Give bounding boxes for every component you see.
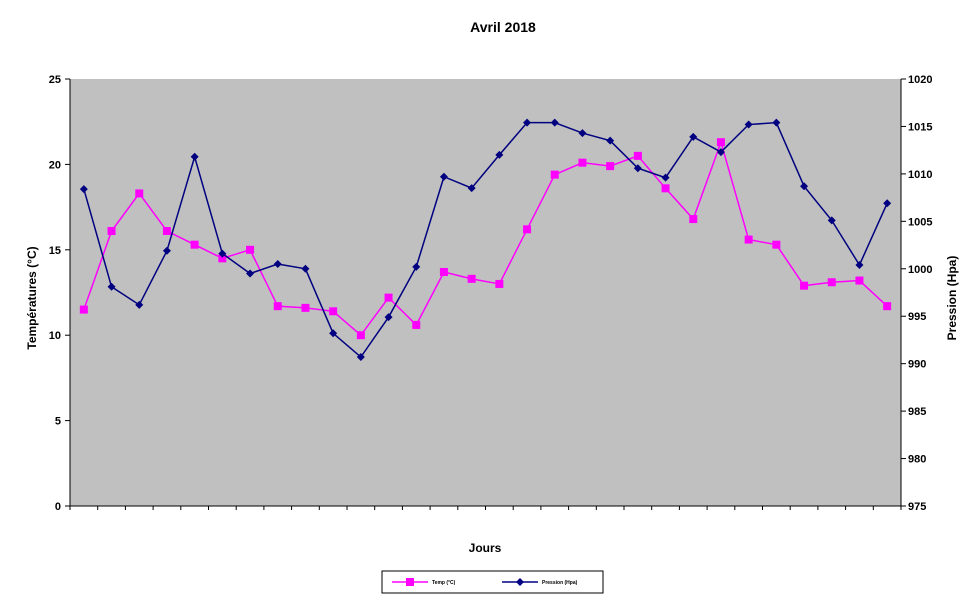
- data-point-pressure: [273, 260, 282, 269]
- data-point-pressure: [412, 262, 421, 271]
- y-axis-right-label: Pression (Hpa): [945, 256, 959, 341]
- series-pressure: [79, 118, 892, 362]
- data-point-temp: [578, 158, 587, 167]
- data-point-temp: [661, 184, 670, 193]
- series-line-temp: [83, 139, 888, 337]
- y-right-tick-label: 1010: [908, 169, 932, 181]
- data-point-temp: [412, 320, 421, 329]
- data-point-pressure: [356, 353, 365, 362]
- data-point-temp: [79, 305, 88, 314]
- y-left-tick-label: 5: [55, 416, 61, 428]
- data-point-temp: [495, 279, 504, 288]
- data-point-pressure: [716, 148, 725, 157]
- legend-label-pressure: Pression (Hpa): [542, 580, 578, 586]
- data-point-pressure: [439, 172, 448, 181]
- data-point-temp: [800, 281, 809, 290]
- data-point-pressure: [218, 249, 227, 258]
- data-point-temp: [606, 162, 615, 171]
- x-axis-label: Jours: [469, 541, 502, 555]
- data-point-temp: [689, 215, 698, 224]
- data-point-pressure: [135, 300, 144, 309]
- legend-marker-pressure: [516, 578, 524, 586]
- data-point-pressure: [246, 269, 255, 278]
- series-temp: [79, 138, 892, 340]
- plot-area: [70, 79, 901, 506]
- legend-box: [381, 570, 604, 594]
- data-point-temp: [162, 227, 171, 236]
- data-point-temp: [356, 331, 365, 340]
- y-right-tick-label: 1000: [908, 264, 932, 276]
- data-point-pressure: [162, 246, 171, 255]
- data-point-temp: [827, 278, 836, 287]
- y-right-tick-label: 975: [908, 501, 926, 513]
- data-point-temp: [190, 240, 199, 249]
- data-point-temp: [523, 225, 532, 234]
- y-right-tick-label: 980: [908, 454, 926, 466]
- data-point-pressure: [661, 173, 670, 182]
- data-point-pressure: [550, 118, 559, 127]
- data-point-pressure: [772, 118, 781, 127]
- data-point-temp: [439, 268, 448, 277]
- y-right-tick-label: 990: [908, 359, 926, 371]
- data-point-pressure: [633, 164, 642, 173]
- legend-label-temp: Temp (°C): [432, 580, 456, 586]
- data-point-temp: [273, 302, 282, 311]
- chart-title: Avril 2018: [470, 19, 536, 35]
- data-point-pressure: [107, 282, 116, 291]
- data-point-pressure: [606, 136, 615, 145]
- data-point-pressure: [495, 150, 504, 159]
- y-left-tick-label: 20: [49, 159, 61, 171]
- data-point-temp: [135, 189, 144, 198]
- y-left-tick-label: 0: [55, 501, 61, 513]
- y-left-tick-label: 25: [49, 74, 61, 86]
- data-point-pressure: [79, 185, 88, 194]
- y-right-tick-label: 995: [908, 311, 926, 323]
- data-point-pressure: [800, 182, 809, 191]
- data-point-pressure: [190, 152, 199, 161]
- series-line-pressure: [83, 121, 888, 359]
- data-point-temp: [772, 240, 781, 249]
- data-point-pressure: [467, 184, 476, 193]
- data-point-pressure: [883, 199, 892, 208]
- data-point-pressure: [689, 132, 698, 141]
- data-point-temp: [633, 151, 642, 160]
- y-axis-left-label: Températures (°C): [25, 246, 39, 349]
- data-point-temp: [550, 170, 559, 179]
- y-right-tick-label: 1005: [908, 216, 932, 228]
- data-point-pressure: [301, 264, 310, 273]
- data-point-temp: [467, 274, 476, 283]
- data-point-pressure: [855, 260, 864, 269]
- data-point-temp: [384, 293, 393, 302]
- data-point-pressure: [329, 329, 338, 338]
- legend-marker-temp: [406, 578, 414, 586]
- data-point-temp: [855, 276, 864, 285]
- data-point-pressure: [578, 129, 587, 138]
- data-point-temp: [301, 303, 310, 312]
- data-point-temp: [329, 307, 338, 316]
- y-right-tick-label: 1020: [908, 74, 932, 86]
- y-left-tick-label: 15: [49, 245, 61, 257]
- y-right-tick-label: 1015: [908, 121, 932, 133]
- data-point-temp: [716, 138, 725, 147]
- y-right-tick-label: 985: [908, 406, 926, 418]
- data-point-pressure: [384, 313, 393, 322]
- y-left-tick-label: 10: [49, 330, 61, 342]
- data-point-temp: [246, 245, 255, 254]
- data-point-temp: [107, 227, 116, 236]
- data-point-temp: [218, 254, 227, 263]
- data-point-pressure: [523, 118, 532, 127]
- data-point-temp: [883, 302, 892, 311]
- data-point-pressure: [827, 216, 836, 225]
- data-point-pressure: [744, 120, 753, 129]
- legend: Temp (°C) Pression (Hpa): [381, 570, 604, 594]
- data-point-temp: [744, 235, 753, 244]
